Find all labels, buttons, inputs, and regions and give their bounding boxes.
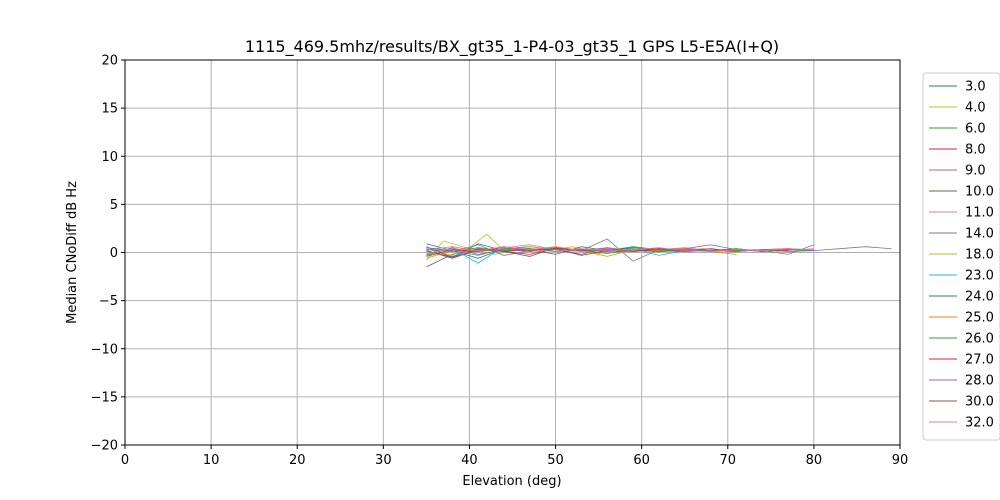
legend-label: 11.0 xyxy=(965,206,994,221)
legend-label: 9.0 xyxy=(965,164,986,179)
x-tick-label: 20 xyxy=(289,453,306,468)
legend-label: 32.0 xyxy=(965,416,994,431)
y-tick-label: −15 xyxy=(91,390,118,405)
x-tick-label: 40 xyxy=(461,453,478,468)
legend-label: 4.0 xyxy=(965,101,986,116)
x-tick-label: 90 xyxy=(892,453,909,468)
y-axis-title: Median CNoDiff dB Hz xyxy=(65,181,80,324)
y-tick-label: 15 xyxy=(101,102,118,117)
x-tick-label: 30 xyxy=(375,453,392,468)
y-tick-label: 0 xyxy=(110,246,118,261)
legend-label: 23.0 xyxy=(965,269,994,284)
series-line-30-0 xyxy=(426,247,685,259)
series-line-28-0 xyxy=(426,247,814,256)
legend-label: 30.0 xyxy=(965,395,994,410)
x-axis-title: Elevation (deg) xyxy=(462,474,561,489)
legend-label: 14.0 xyxy=(965,227,994,242)
y-tick-label: 10 xyxy=(101,150,118,165)
y-tick-label: 20 xyxy=(101,54,118,69)
y-tick-label: −20 xyxy=(91,439,118,454)
series-line-32-0 xyxy=(426,246,814,254)
legend: 3.0 4.0 6.0 8.0 9.0 10.0 11.0 14.0 18.0 23.0 24.0 2… xyxy=(922,72,1000,441)
legend-label: 24.0 xyxy=(965,290,994,305)
legend-label: 28.0 xyxy=(965,374,994,389)
legend-label: 3.0 xyxy=(965,80,986,95)
x-tick-label: 10 xyxy=(203,453,220,468)
legend-label: 26.0 xyxy=(965,332,994,347)
x-tick-label: 60 xyxy=(633,453,650,468)
series-layer xyxy=(426,233,892,268)
x-tick-label: 50 xyxy=(547,453,564,468)
legend-label: 25.0 xyxy=(965,311,994,326)
legend-label: 27.0 xyxy=(965,353,994,368)
x-tick-label: 80 xyxy=(806,453,823,468)
x-tick-label: 0 xyxy=(121,453,129,468)
chart-title: 1115_469.5mhz/results/BX_gt35_1-P4-03_gt… xyxy=(245,37,779,57)
ticks: 0 10 20 30 40 50 60 70 80 90 −20 −15 −10 −5 0 5 10 15 20 xyxy=(91,54,909,469)
y-tick-label: 5 xyxy=(110,198,118,213)
legend-label: 18.0 xyxy=(965,248,994,263)
legend-label: 8.0 xyxy=(965,143,986,158)
legend-label: 6.0 xyxy=(965,122,986,137)
legend-label: 10.0 xyxy=(965,185,994,200)
y-tick-label: −10 xyxy=(91,342,118,357)
x-tick-label: 70 xyxy=(720,453,737,468)
y-tick-label: −5 xyxy=(99,294,118,309)
legend-box xyxy=(922,72,1000,441)
